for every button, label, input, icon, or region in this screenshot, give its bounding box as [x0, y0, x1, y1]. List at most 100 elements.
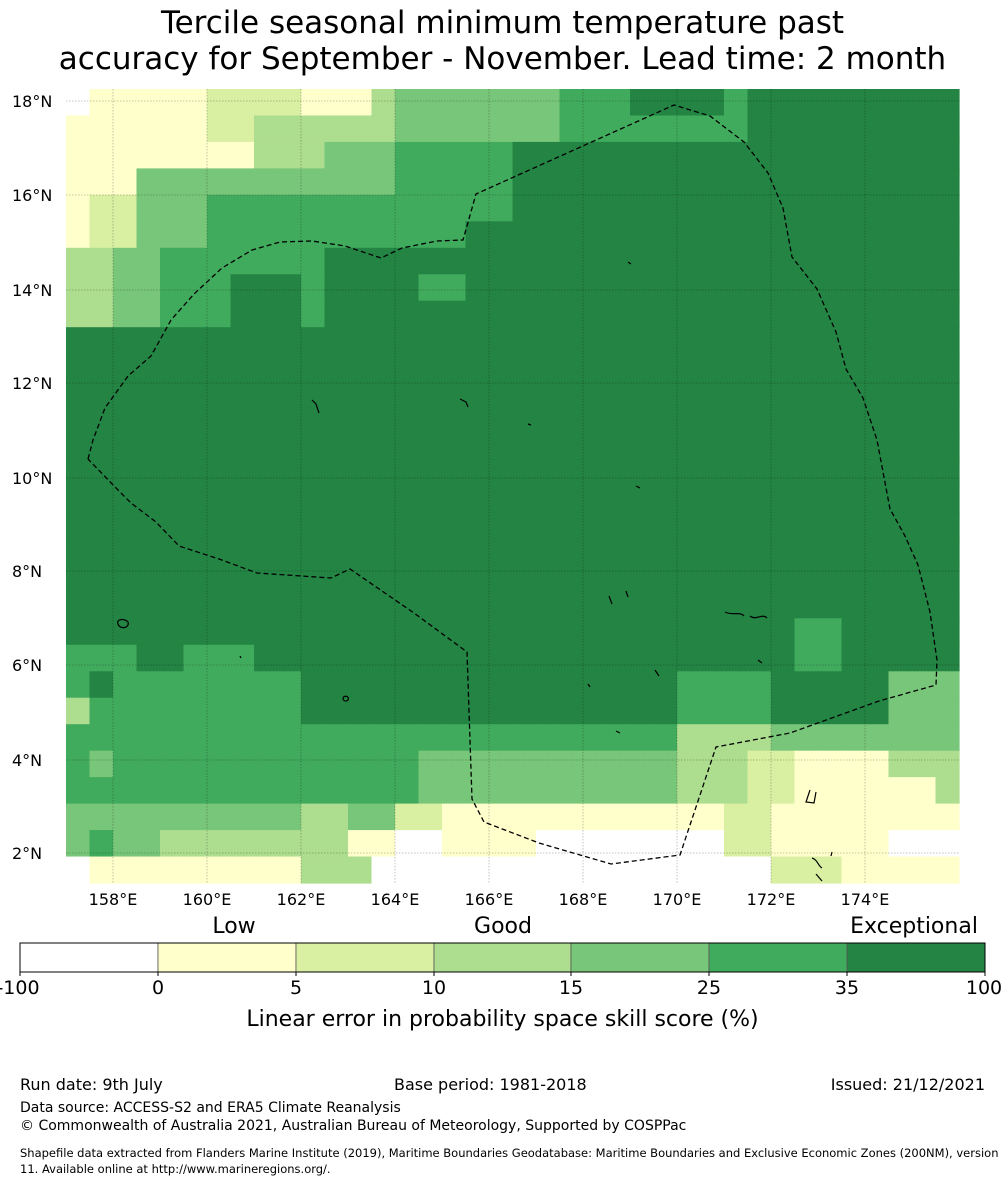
grid-cell — [113, 89, 138, 117]
grid-cell — [935, 512, 960, 540]
grid-cell — [865, 247, 890, 275]
grid-cell — [653, 141, 678, 169]
grid-cell — [324, 750, 349, 778]
grid-cell — [254, 856, 279, 884]
grid-cell — [301, 353, 326, 381]
grid-cell — [912, 803, 937, 831]
grid-cell — [113, 459, 138, 487]
grid-cell — [395, 724, 420, 752]
island — [654, 669, 660, 677]
grid-cell — [324, 300, 349, 328]
grid-cell — [418, 327, 443, 355]
grid-cell — [724, 512, 749, 540]
grid-cell — [912, 274, 937, 302]
grid-cell — [113, 486, 138, 514]
grid-cell — [348, 777, 373, 805]
grid-cell — [207, 777, 232, 805]
grid-cell — [583, 486, 608, 514]
grid-cell — [653, 274, 678, 302]
grid-cell — [324, 459, 349, 487]
grid-cell — [865, 618, 890, 646]
grid-cell — [442, 803, 467, 831]
grid-cell — [395, 194, 420, 222]
grid-cell — [888, 194, 913, 222]
grid-cell — [677, 750, 702, 778]
grid-cell — [348, 380, 373, 408]
grid-cell — [700, 724, 725, 752]
grid-cell — [183, 274, 208, 302]
grid-cell — [89, 618, 114, 646]
grid-cell — [771, 406, 796, 434]
grid-cell — [653, 538, 678, 566]
grid-cell — [841, 327, 866, 355]
grid-cell — [230, 194, 255, 222]
grid-cell — [301, 618, 326, 646]
grid-cell — [912, 353, 937, 381]
grid-cell — [888, 777, 913, 805]
grid-cell — [747, 115, 772, 143]
grid-cell — [865, 591, 890, 619]
colorbar-tick: 35 — [834, 977, 860, 999]
grid-cell — [653, 618, 678, 646]
grid-cell — [818, 141, 843, 169]
grid-cell — [606, 618, 631, 646]
grid-cell — [277, 512, 302, 540]
grid-cell — [536, 194, 561, 222]
grid-cell — [418, 194, 443, 222]
grid-cell — [301, 221, 326, 249]
grid-cell — [841, 565, 866, 593]
grid-cell — [559, 380, 584, 408]
grid-cell — [418, 406, 443, 434]
grid-cell — [818, 194, 843, 222]
grid-cell — [841, 644, 866, 672]
grid-cell — [207, 618, 232, 646]
grid-cell — [254, 300, 279, 328]
grid-cell — [606, 274, 631, 302]
grid-cell — [348, 618, 373, 646]
grid-cell — [935, 327, 960, 355]
grid-cell — [888, 89, 913, 117]
grid-cell — [160, 194, 185, 222]
grid-cell — [301, 538, 326, 566]
grid-cell — [66, 115, 91, 143]
grid-cell — [630, 538, 655, 566]
grid-cell — [888, 274, 913, 302]
grid-cell — [324, 141, 349, 169]
grid-cell — [677, 644, 702, 672]
grid-cell — [489, 141, 514, 169]
grid-cell — [888, 247, 913, 275]
grid-cell — [794, 830, 819, 858]
grid-cell — [677, 353, 702, 381]
issued-date: Issued: 21/12/2021 — [830, 1075, 985, 1094]
grid-cell — [207, 724, 232, 752]
grid-cell — [700, 856, 725, 884]
grid-cell — [606, 141, 631, 169]
grid-cell — [160, 830, 185, 858]
grid-cell — [465, 353, 490, 381]
grid-cell — [465, 671, 490, 699]
grid-cell — [818, 115, 843, 143]
grid-cell — [512, 644, 537, 672]
grid-cell — [559, 697, 584, 725]
grid-cell — [371, 750, 396, 778]
lon-label-170e: 170°E — [652, 890, 702, 909]
grid-cell — [677, 856, 702, 884]
grid-cell — [724, 353, 749, 381]
grid-cell — [653, 486, 678, 514]
grid-cell — [254, 697, 279, 725]
grid-cell — [277, 89, 302, 117]
grid-cell — [136, 274, 161, 302]
grid-cell — [606, 538, 631, 566]
grid-cell — [277, 353, 302, 381]
grid-cell — [794, 115, 819, 143]
grid-cell — [66, 777, 91, 805]
grid-cell — [489, 777, 514, 805]
grid-cell — [324, 644, 349, 672]
grid-cell — [724, 618, 749, 646]
grid-cell — [724, 803, 749, 831]
grid-cell — [183, 115, 208, 143]
grid-cell — [230, 538, 255, 566]
grid-cell — [371, 300, 396, 328]
grid-cell — [512, 274, 537, 302]
grid-cell — [747, 274, 772, 302]
